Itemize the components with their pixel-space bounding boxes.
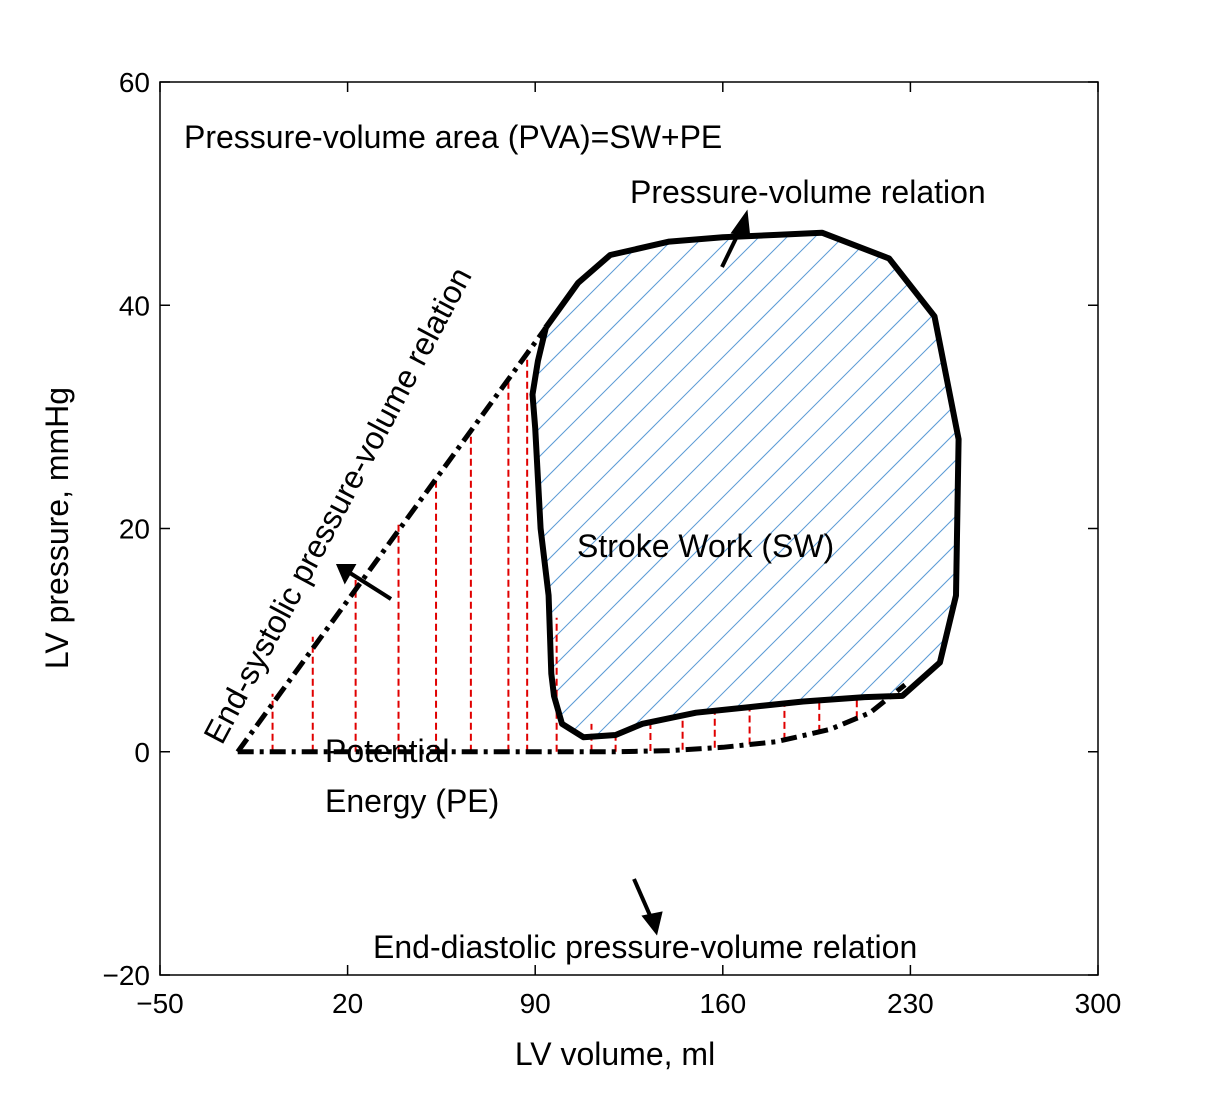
arrow-edpvr: [632, 878, 654, 921]
x-tick-label: −50: [136, 988, 184, 1019]
pe-label-line1: Potential: [325, 733, 450, 769]
edpvr-line: [237, 682, 907, 755]
arrow-edpvr-head: [641, 911, 663, 936]
sw-hatch-line: [891, 232, 959, 738]
sw-hatch-line: [863, 232, 959, 738]
sw-hatch-line: [1004, 100, 1212, 1000]
sw-hatch-line: [0, 100, 168, 1000]
sw-hatch-line: [1060, 100, 1212, 1000]
x-tick-label: 300: [1075, 988, 1122, 1019]
sw-hatch-line: [0, 100, 252, 1000]
sw-hatch-line: [0, 100, 224, 1000]
x-tick-label: 90: [520, 988, 551, 1019]
sw-hatch-line: [0, 100, 504, 1000]
y-tick-label: 60: [119, 67, 150, 98]
x-axis-title: LV volume, ml: [515, 1036, 715, 1072]
sw-hatch-line: [532, 232, 959, 738]
sw-hatch-line: [1116, 100, 1212, 1000]
sw-hatch-line: [532, 232, 959, 738]
sw-hatch-line: [0, 100, 28, 1000]
x-tick-label: 20: [332, 988, 363, 1019]
sw-hatch-line: [532, 232, 925, 738]
x-tick-label: 160: [699, 988, 746, 1019]
potential-energy-lines: [271, 349, 858, 752]
sw-hatch-line: [532, 232, 959, 738]
arrow-espvr: [348, 571, 393, 601]
sw-hatch-line: [0, 100, 532, 1000]
espvr-line: [235, 326, 548, 754]
sw-hatch-line: [532, 232, 813, 738]
arrows: [335, 209, 751, 936]
pe-label-line2: Energy (PE): [325, 783, 499, 819]
sw-hatch-line: [532, 232, 959, 738]
sw-hatch-line: [532, 232, 959, 738]
sw-hatch-line: [532, 232, 959, 738]
arrow-espvr-head: [335, 564, 357, 585]
sw-hatch-line: [807, 232, 959, 738]
y-axis-title: LV pressure, mmHg: [39, 387, 75, 669]
sw-hatch-line: [532, 232, 953, 738]
sw-hatch-line: [532, 232, 673, 738]
y-tick-label: 40: [119, 290, 150, 321]
sw-hatch-line: [532, 232, 959, 738]
y-tick-label: 0: [134, 737, 150, 768]
x-tick-label: 230: [887, 988, 934, 1019]
pv-relation-label: Pressure-volume relation: [630, 174, 986, 210]
sw-hatch-line: [1200, 100, 1212, 1000]
sw-hatch-line: [532, 232, 959, 738]
sw-hatch-line: [947, 232, 959, 738]
sw-hatch-line: [835, 232, 959, 738]
sw-hatch-line: [532, 232, 959, 738]
sw-hatch-line: [1172, 100, 1212, 1000]
sw-hatch-line: [532, 232, 959, 738]
sw-hatch-line: [532, 232, 841, 738]
sw-hatch-line: [1032, 100, 1212, 1000]
sw-hatch-line: [532, 232, 959, 738]
sw-hatch-line: [1088, 100, 1212, 1000]
edpvr-label: End-diastolic pressure-volume relation: [373, 929, 917, 965]
sw-hatch-line: [532, 232, 959, 738]
sw-hatch-line: [919, 232, 959, 738]
sw-hatch-line: [779, 232, 959, 738]
sw-hatch-line: [532, 232, 561, 738]
arrow-pv-relation-head: [730, 209, 751, 237]
sw-hatch-line: [1144, 100, 1212, 1000]
sw-hatch-line: [0, 100, 196, 1000]
y-tick-label: 20: [119, 514, 150, 545]
sw-hatch-line: [976, 100, 1212, 1000]
pv-loop-line: [529, 229, 962, 741]
sw-hatch-line: [532, 232, 897, 738]
sw-label: Stroke Work (SW): [577, 528, 834, 564]
sw-hatch-line: [532, 232, 869, 738]
sw-hatch-line: [532, 232, 959, 738]
y-tick-label: −20: [103, 960, 151, 991]
pva-label: Pressure-volume area (PVA)=SW+PE: [184, 119, 722, 155]
